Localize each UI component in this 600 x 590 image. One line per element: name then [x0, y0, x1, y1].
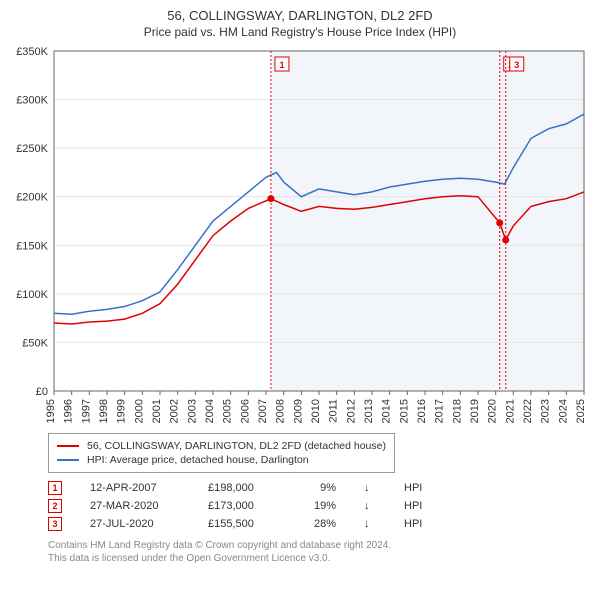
svg-text:2012: 2012 — [345, 399, 357, 423]
svg-text:£0: £0 — [36, 386, 48, 398]
legend-box: 56, COLLINGSWAY, DARLINGTON, DL2 2FD (de… — [48, 433, 395, 473]
sales-row: 3 27-JUL-2020 £155,500 28% ↓ HPI — [48, 517, 592, 531]
svg-text:1999: 1999 — [116, 399, 128, 423]
svg-text:2022: 2022 — [522, 399, 534, 423]
footer-line: This data is licensed under the Open Gov… — [48, 552, 592, 565]
sale-date: 12-APR-2007 — [90, 482, 180, 494]
chart-svg: £0 £50K £100K £150K £200K £250K £300K £350K 1995… — [8, 47, 592, 427]
svg-text:2013: 2013 — [363, 399, 375, 423]
down-arrow-icon: ↓ — [364, 500, 376, 512]
svg-text:£100K: £100K — [16, 289, 48, 301]
svg-text:2021: 2021 — [504, 399, 516, 423]
legend-label: 56, COLLINGSWAY, DARLINGTON, DL2 2FD (de… — [87, 440, 386, 452]
svg-text:1996: 1996 — [63, 399, 75, 423]
chart-subtitle: Price paid vs. HM Land Registry's House … — [8, 25, 592, 39]
sale-hpi-label: HPI — [404, 482, 422, 494]
legend-row: 56, COLLINGSWAY, DARLINGTON, DL2 2FD (de… — [57, 440, 386, 452]
sale-pct: 28% — [306, 518, 336, 530]
svg-text:2003: 2003 — [186, 399, 198, 423]
svg-text:2011: 2011 — [328, 399, 340, 423]
legend-row: HPI: Average price, detached house, Darl… — [57, 454, 386, 466]
svg-text:2007: 2007 — [257, 399, 269, 423]
svg-text:£200K: £200K — [16, 192, 48, 204]
sales-row: 1 12-APR-2007 £198,000 9% ↓ HPI — [48, 481, 592, 495]
svg-text:2009: 2009 — [292, 399, 304, 423]
svg-text:2024: 2024 — [557, 399, 569, 423]
svg-text:1997: 1997 — [80, 399, 92, 423]
chart-container: 56, COLLINGSWAY, DARLINGTON, DL2 2FD Pri… — [0, 0, 600, 569]
svg-text:£50K: £50K — [22, 337, 48, 349]
sale-badge: 3 — [48, 517, 62, 531]
svg-text:2017: 2017 — [434, 399, 446, 423]
sale-badge: 1 — [48, 481, 62, 495]
svg-text:2002: 2002 — [169, 399, 181, 423]
down-arrow-icon: ↓ — [364, 482, 376, 494]
svg-text:2015: 2015 — [398, 399, 410, 423]
footer-text: Contains HM Land Registry data © Crown c… — [48, 539, 592, 565]
svg-text:2004: 2004 — [204, 399, 216, 423]
svg-text:2018: 2018 — [451, 399, 463, 423]
svg-text:2020: 2020 — [487, 399, 499, 423]
svg-text:2001: 2001 — [151, 399, 163, 423]
sale-pct: 9% — [306, 482, 336, 494]
svg-text:2000: 2000 — [133, 399, 145, 423]
svg-text:2025: 2025 — [575, 399, 587, 423]
sale-price: £155,500 — [208, 518, 278, 530]
svg-text:2010: 2010 — [310, 399, 322, 423]
svg-text:2016: 2016 — [416, 399, 428, 423]
svg-text:1998: 1998 — [98, 399, 110, 423]
svg-text:2023: 2023 — [540, 399, 552, 423]
sale-price: £198,000 — [208, 482, 278, 494]
sales-row: 2 27-MAR-2020 £173,000 19% ↓ HPI — [48, 499, 592, 513]
svg-text:2008: 2008 — [275, 399, 287, 423]
svg-text:1: 1 — [279, 60, 284, 70]
svg-text:£250K: £250K — [16, 143, 48, 155]
chart-title: 56, COLLINGSWAY, DARLINGTON, DL2 2FD — [8, 8, 592, 23]
svg-text:£300K: £300K — [16, 95, 48, 107]
legend-swatch — [57, 445, 79, 447]
svg-text:£350K: £350K — [16, 47, 48, 58]
svg-text:2005: 2005 — [222, 399, 234, 423]
legend-label: HPI: Average price, detached house, Darl… — [87, 454, 309, 466]
sale-pct: 19% — [306, 500, 336, 512]
svg-text:2014: 2014 — [381, 399, 393, 423]
svg-text:3: 3 — [514, 60, 519, 70]
svg-text:1995: 1995 — [45, 399, 57, 423]
svg-text:£150K: £150K — [16, 240, 48, 252]
sale-hpi-label: HPI — [404, 518, 422, 530]
legend-swatch — [57, 459, 79, 461]
svg-text:2006: 2006 — [239, 399, 251, 423]
down-arrow-icon: ↓ — [364, 518, 376, 530]
chart-plot-area: £0 £50K £100K £150K £200K £250K £300K £350K 1995… — [8, 47, 592, 427]
sale-price: £173,000 — [208, 500, 278, 512]
svg-text:2019: 2019 — [469, 399, 481, 423]
sale-date: 27-MAR-2020 — [90, 500, 180, 512]
sale-badge: 2 — [48, 499, 62, 513]
footer-line: Contains HM Land Registry data © Crown c… — [48, 539, 592, 552]
sales-table: 1 12-APR-2007 £198,000 9% ↓ HPI 2 27-MAR… — [48, 481, 592, 531]
sale-date: 27-JUL-2020 — [90, 518, 180, 530]
sale-hpi-label: HPI — [404, 500, 422, 512]
